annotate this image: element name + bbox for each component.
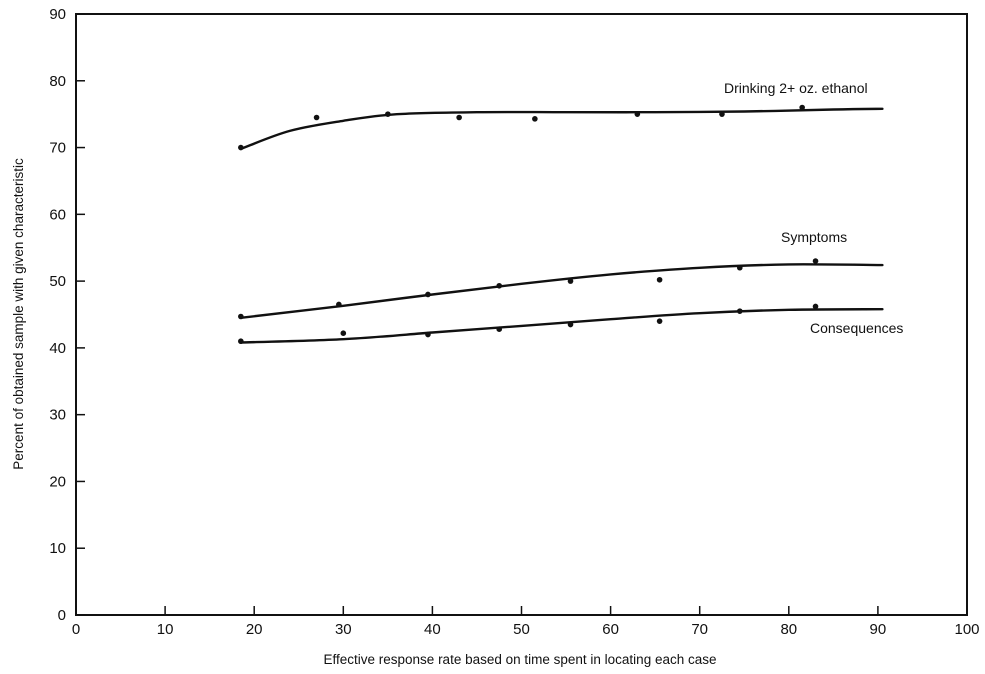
- x-tick-label: 40: [424, 621, 441, 638]
- x-tick-label: 70: [691, 621, 708, 638]
- x-tick-label: 90: [870, 621, 887, 638]
- data-point: [736, 264, 743, 271]
- data-point: [719, 111, 725, 117]
- data-point: [425, 331, 431, 338]
- data-point: [799, 104, 805, 111]
- y-tick-label: 60: [49, 206, 66, 223]
- y-tick-label: 50: [49, 273, 66, 290]
- data-point: [567, 278, 574, 284]
- series-label-symptoms: Symptoms: [781, 229, 847, 245]
- data-point: [313, 114, 320, 121]
- y-axis-title: Percent of obtained sample with given ch…: [11, 158, 26, 470]
- data-point: [336, 301, 342, 308]
- series-label-consequences: Consequences: [810, 320, 903, 336]
- data-point: [496, 282, 503, 289]
- series-fit-line: [239, 263, 884, 319]
- y-tick-label: 80: [49, 73, 66, 90]
- x-tick-label: 100: [954, 621, 979, 638]
- y-tick-label: 70: [49, 140, 66, 157]
- data-point: [812, 258, 819, 264]
- y-tick-label: 90: [49, 6, 66, 23]
- data-point: [340, 330, 347, 336]
- y-tick-label: 0: [58, 607, 66, 624]
- series-label-drinking: Drinking 2+ oz. ethanol: [724, 80, 868, 96]
- data-point: [656, 318, 663, 324]
- x-tick-label: 80: [780, 621, 797, 638]
- x-tick-label: 10: [157, 621, 174, 638]
- x-tick-label: 0: [72, 621, 80, 638]
- data-point: [385, 111, 391, 117]
- data-point: [238, 338, 244, 345]
- x-axis-title: Effective response rate based on time sp…: [324, 652, 717, 667]
- y-tick-label: 30: [49, 407, 66, 424]
- y-tick-label: 40: [49, 340, 66, 357]
- data-point: [656, 276, 663, 283]
- y-tick-label: 10: [49, 540, 66, 557]
- data-point: [812, 303, 819, 310]
- data-point: [567, 321, 574, 328]
- data-point: [496, 326, 503, 332]
- x-tick-label: 60: [602, 621, 619, 638]
- data-point: [456, 114, 462, 121]
- plot-frame: [75, 13, 968, 616]
- series-group: [238, 104, 884, 345]
- y-tick-label: 20: [49, 473, 66, 490]
- data-point: [238, 144, 244, 151]
- x-tick-label: 20: [246, 621, 263, 638]
- series-fit-line: [239, 107, 884, 151]
- data-point: [634, 111, 641, 117]
- axis-ticks: 0 10 20 30 40 50 60 70 80 90 100 0 10 20 30 40 50 60 70 80 9…: [49, 6, 979, 638]
- data-point: [736, 308, 743, 314]
- data-point: [425, 291, 431, 298]
- series-labels: Drinking 2+ oz. ethanol Symptoms Consequ…: [724, 80, 903, 336]
- data-point: [532, 116, 538, 122]
- x-tick-label: 30: [335, 621, 352, 638]
- x-tick-label: 50: [513, 621, 530, 638]
- data-point: [238, 313, 244, 320]
- series-fit-line: [239, 308, 884, 344]
